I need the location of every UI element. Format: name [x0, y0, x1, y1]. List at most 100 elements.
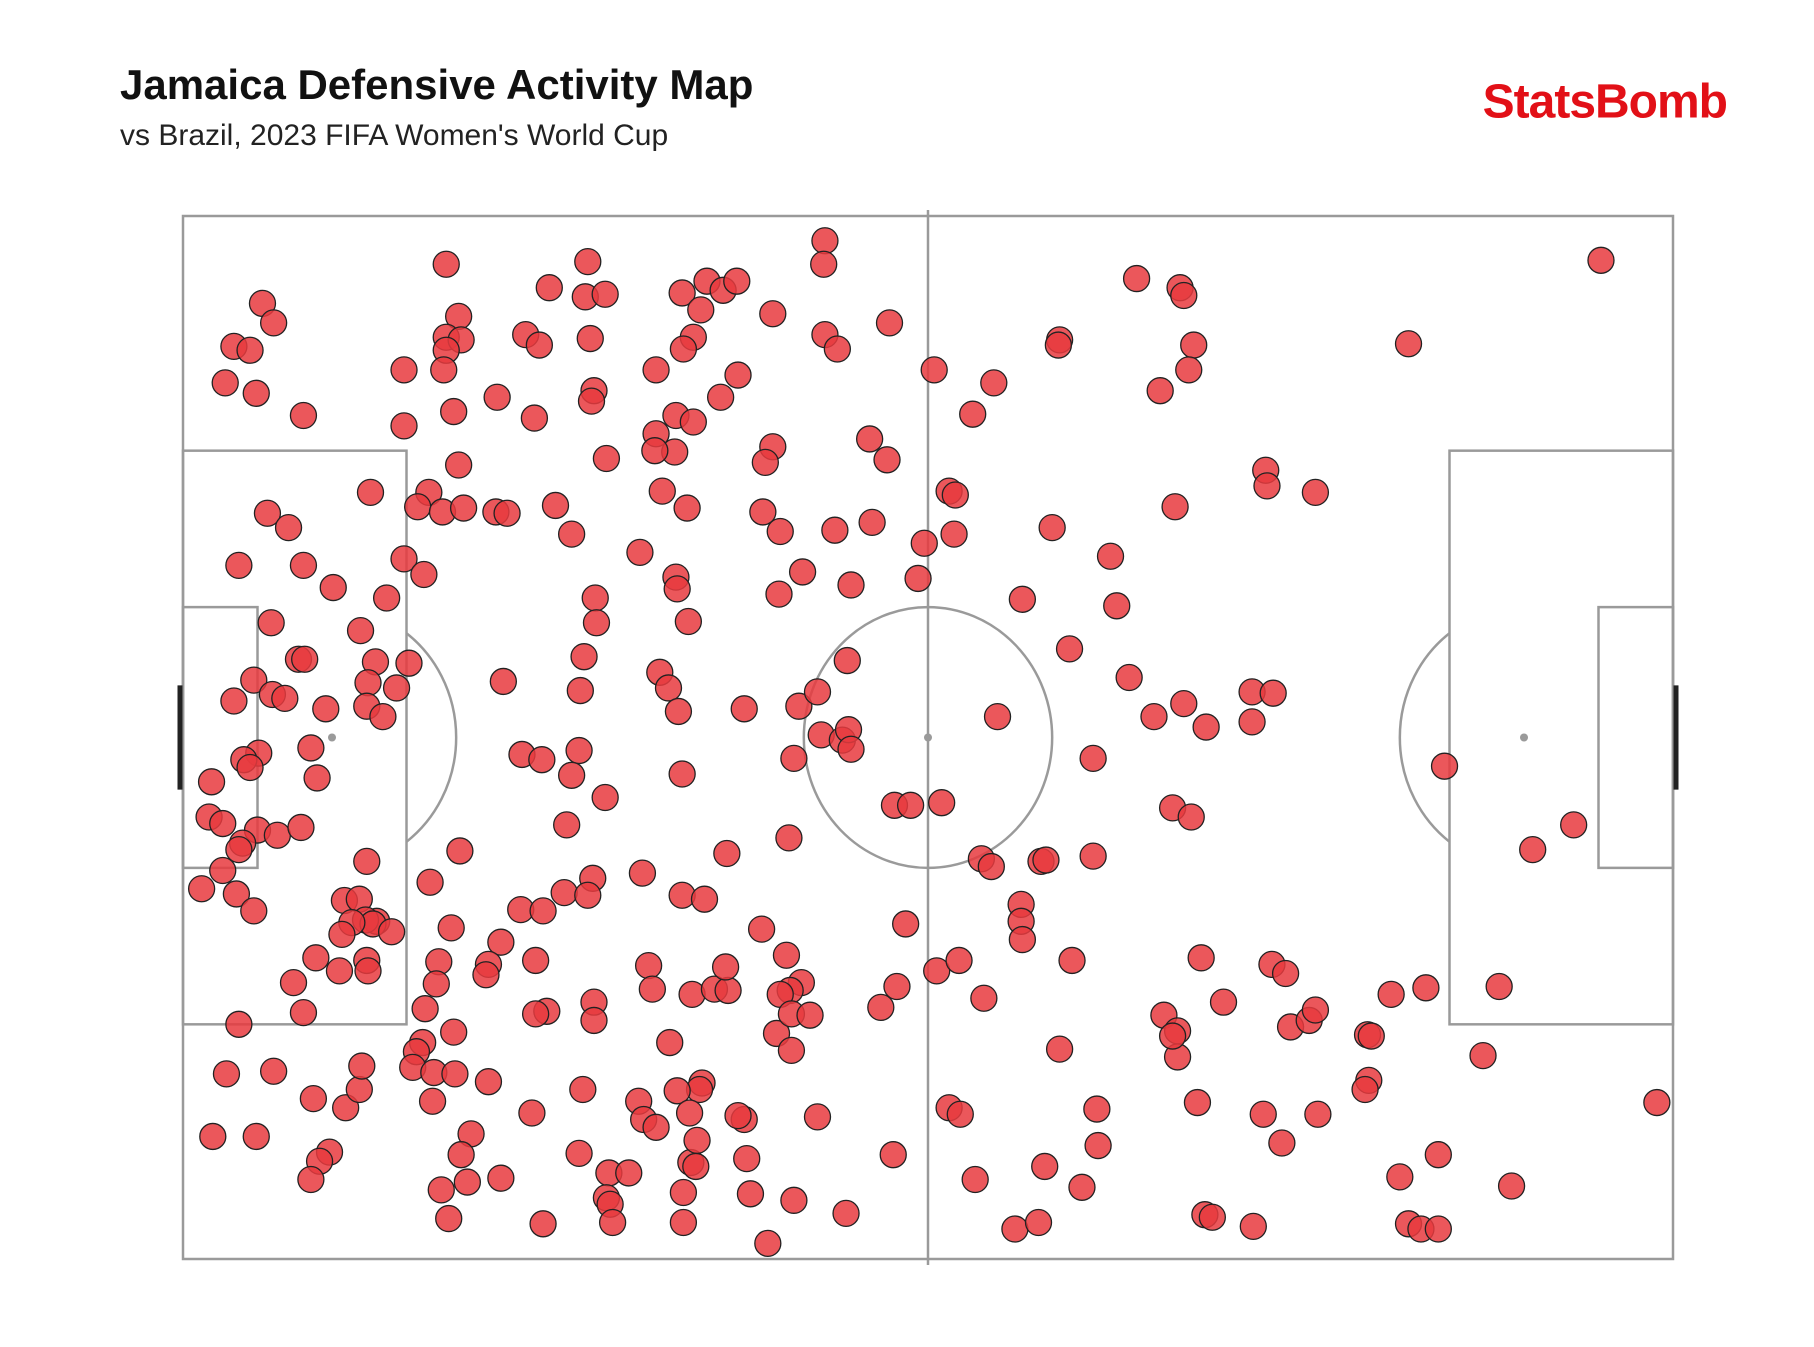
point — [961, 1165, 989, 1194]
point — [641, 437, 669, 465]
point — [683, 1126, 711, 1155]
point — [1469, 1041, 1497, 1070]
point — [240, 897, 268, 925]
point — [663, 1077, 691, 1105]
point — [521, 1000, 550, 1028]
point — [287, 813, 315, 842]
point — [521, 946, 550, 975]
point — [257, 609, 285, 637]
point — [242, 1122, 270, 1151]
point — [873, 446, 901, 474]
point — [765, 580, 793, 608]
point — [1158, 1022, 1187, 1050]
point — [638, 975, 666, 1003]
point — [1301, 996, 1330, 1024]
point — [690, 885, 719, 913]
point — [395, 649, 423, 677]
point — [796, 1001, 824, 1029]
point — [634, 952, 663, 980]
point — [225, 1010, 253, 1038]
point — [837, 735, 865, 763]
point — [642, 1113, 670, 1141]
point — [444, 451, 473, 479]
point — [225, 835, 253, 864]
point — [780, 744, 808, 773]
point — [724, 1101, 752, 1130]
point — [1259, 679, 1287, 707]
point — [345, 1075, 373, 1104]
point — [679, 408, 707, 436]
point — [928, 789, 956, 817]
point — [1180, 331, 1208, 359]
point — [1079, 842, 1107, 870]
point — [493, 499, 521, 527]
point — [199, 1122, 227, 1151]
point — [1271, 959, 1300, 988]
logo: StatsBomb — [1483, 76, 1727, 129]
point — [411, 995, 439, 1023]
point — [626, 538, 654, 567]
point — [1031, 1152, 1059, 1181]
point — [520, 404, 549, 432]
point — [410, 560, 438, 589]
point — [1045, 1035, 1074, 1063]
point — [325, 957, 354, 985]
point — [775, 824, 803, 852]
point — [274, 513, 303, 542]
point — [346, 616, 375, 645]
point — [855, 425, 884, 453]
point — [1024, 1208, 1053, 1237]
point — [674, 607, 703, 636]
point — [211, 369, 239, 397]
point — [369, 702, 397, 731]
point — [299, 1084, 328, 1113]
point — [1238, 708, 1266, 736]
point — [788, 558, 817, 586]
point — [553, 811, 581, 839]
point — [209, 809, 237, 838]
point — [730, 695, 758, 723]
point — [447, 1141, 475, 1169]
point — [354, 957, 382, 985]
point — [259, 309, 288, 337]
point — [1146, 377, 1174, 405]
point — [240, 666, 268, 694]
point — [669, 1208, 698, 1237]
point — [319, 573, 347, 602]
point — [236, 753, 264, 782]
point — [356, 478, 385, 507]
point — [1209, 988, 1238, 1016]
point — [777, 1036, 806, 1065]
point — [430, 356, 458, 384]
point — [1055, 635, 1084, 663]
point — [569, 1075, 597, 1104]
point — [570, 643, 598, 671]
point — [259, 1057, 288, 1085]
point — [910, 529, 938, 557]
point — [772, 941, 801, 969]
point — [574, 881, 602, 909]
point — [1198, 1203, 1226, 1231]
point — [427, 1176, 455, 1204]
point — [437, 914, 465, 942]
point — [945, 946, 973, 975]
point — [1430, 752, 1459, 780]
point — [896, 791, 925, 819]
point — [747, 915, 776, 943]
point — [1587, 246, 1615, 274]
spot — [1520, 733, 1528, 742]
point — [328, 920, 356, 949]
point — [1083, 1095, 1111, 1123]
point — [1122, 264, 1151, 293]
point — [723, 267, 751, 295]
point — [576, 324, 604, 353]
point — [959, 400, 987, 428]
point — [1058, 946, 1086, 975]
point — [706, 383, 735, 411]
point — [628, 859, 657, 887]
point — [446, 837, 474, 865]
point — [668, 760, 696, 788]
point — [664, 697, 693, 726]
point — [946, 1100, 974, 1128]
point — [222, 880, 251, 908]
